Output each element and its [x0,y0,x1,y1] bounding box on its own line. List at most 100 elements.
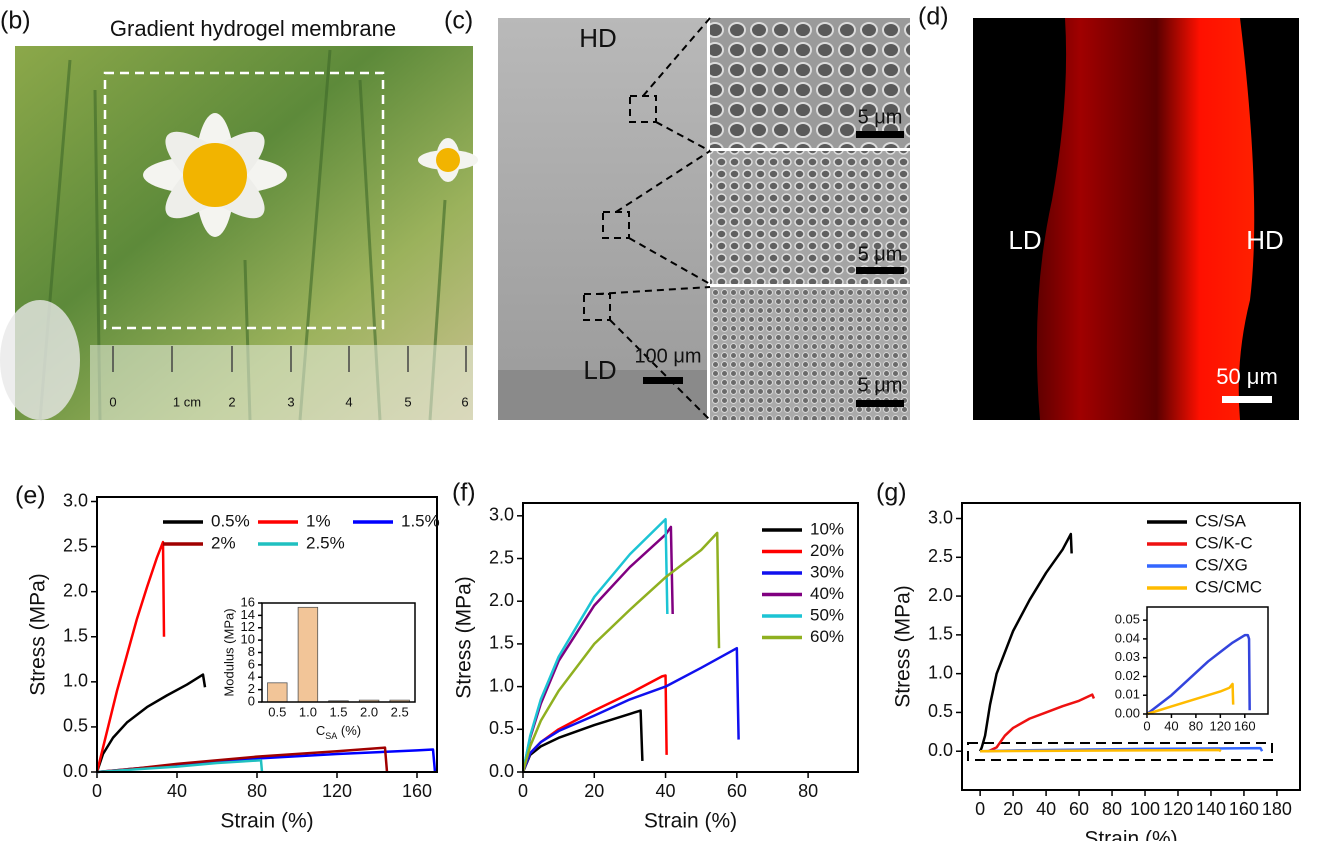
x-tick-label: 2.0 [360,704,378,719]
x-axis-label-part: SA [325,731,337,741]
plot-frame [961,502,1301,791]
legend-label: 0.5% [211,511,250,530]
y-tick-label: 2.0 [928,585,953,605]
y-tick-label: 4 [248,669,255,684]
x-tick-label: 160 [402,781,432,801]
series-line [521,646,740,773]
x-tick-label: 0.5 [268,704,286,719]
legend-label: 1% [306,511,331,530]
x-tick-label: 60 [727,781,747,801]
y-axis-label: Stress (MPa) [892,585,915,708]
y-tick-label: 2 [248,681,255,696]
x-tick-label: 120 [1209,718,1231,733]
y-tick-label: 0.02 [1115,668,1140,683]
legend-label: 40% [810,584,844,603]
x-axis-label: Strain (%) [220,810,313,833]
y-tick-label: 0.01 [1115,687,1140,702]
y-tick-label: 1.0 [489,675,514,695]
daisy [418,138,478,182]
y-tick-label: 1.0 [928,662,953,682]
x-axis-label: Strain (%) [1084,828,1177,841]
y-tick-label: 10 [241,632,255,647]
bar [267,682,288,703]
scale-text: 5 μm [858,106,903,128]
legend-label: 1.5% [401,511,440,530]
x-tick-label: 140 [1196,799,1226,819]
y-tick-label: 0.03 [1115,649,1140,664]
y-tick-label: 8 [248,644,255,659]
y-tick-label: 16 [241,594,255,609]
ruler-label: 1 cm [173,394,201,409]
series-line [96,759,264,774]
series-line [95,540,166,773]
legend-label: 60% [810,627,844,646]
y-tick-label: 2.5 [928,546,953,566]
x-axis-label-part: C [316,723,325,738]
x-tick-label: 40 [656,781,676,801]
y-tick-label: 1.0 [63,671,88,691]
panel-label: (b) [0,7,31,35]
panel-label: (d) [918,3,949,31]
legend-label: CS/K-C [1195,533,1253,552]
zoom-region [967,742,1273,761]
label-hd: HD [579,23,617,53]
plot-frame [96,496,438,773]
sem-zoom [710,18,910,148]
y-tick-label: 3.0 [63,490,88,510]
legend-label: 2% [211,533,236,552]
dashed-frame [103,71,385,330]
legend-label: CS/CMC [1195,577,1262,596]
ruler-label: 2 [228,394,235,409]
x-tick-label: 40 [1164,718,1178,733]
ruler-label: 5 [404,394,411,409]
series-line [980,748,1222,753]
y-tick-label: 0.05 [1115,612,1140,627]
y-tick-label: 1.5 [928,624,953,644]
sem-zoom [710,151,910,284]
series-line [521,517,669,773]
x-tick-label: 2.5 [391,704,409,719]
panel-label: (g) [876,479,907,507]
x-tick-label: 80 [1189,718,1203,733]
x-tick-label: 1.5 [329,704,347,719]
x-tick-label: 0 [975,799,985,819]
scale-text: 100 μm [634,345,701,367]
petal [0,300,80,420]
plot-frame [522,502,859,773]
bar [297,606,319,703]
x-tick-label: 160 [1229,799,1259,819]
legend-label: 50% [810,605,844,624]
y-tick-label: 0.04 [1115,630,1140,645]
x-tick-label: 1.0 [299,704,317,719]
ruler-label: 3 [287,394,294,409]
x-tick-label: 20 [584,781,604,801]
y-tick-label: 14 [241,607,255,622]
scale-text: 5 μm [858,374,903,396]
plot-frame [261,602,416,703]
x-tick-label: 80 [1102,799,1122,819]
y-tick-label: 0.00 [1115,705,1140,720]
y-tick-label: 0.5 [63,716,88,736]
x-tick-label: 40 [1036,799,1056,819]
x-tick-label: 100 [1130,799,1160,819]
y-tick-label: 2.5 [63,535,88,555]
panel-label: (c) [444,7,473,35]
daisy [143,113,287,237]
y-tick-label: 0.0 [63,761,88,781]
series-line [521,531,721,773]
scale-text: 5 μm [858,243,903,265]
y-tick-label: 0.5 [489,718,514,738]
scale-bar [856,131,904,138]
label-hd: HD [1246,225,1284,255]
ruler-ticks [112,346,467,372]
ruler [90,345,473,420]
x-tick-label: 80 [247,781,267,801]
legend-label: 2.5% [306,533,345,552]
y-tick-label: 0.5 [928,701,953,721]
legend-label: 30% [810,562,844,581]
y-tick-label: 1.5 [63,626,88,646]
x-tick-label: 80 [798,781,818,801]
series-line [1146,633,1251,715]
scale-bar [856,267,904,274]
